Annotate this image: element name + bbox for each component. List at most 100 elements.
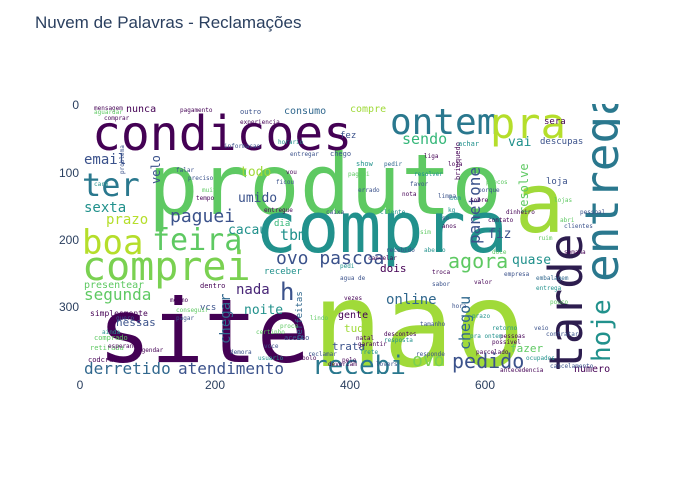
cloud-word: trata bbox=[332, 340, 365, 353]
cloud-word: tarde bbox=[539, 234, 593, 372]
cloud-word: usuario bbox=[258, 355, 284, 362]
cloud-word: retirada bbox=[90, 344, 124, 352]
cloud-word: pra ontem bbox=[470, 333, 503, 340]
cloud-word: simplesmente bbox=[90, 309, 148, 318]
cloud-word: tbm bbox=[280, 226, 307, 244]
cloud-word: antecedencia bbox=[500, 367, 544, 374]
cloud-word: feira bbox=[152, 223, 242, 258]
cloud-word: boa bbox=[82, 223, 143, 263]
cloud-word: compra bbox=[255, 187, 508, 269]
cloud-word: todo bbox=[240, 165, 271, 180]
cloud-word: pedido bbox=[452, 349, 524, 373]
cloud-word: sera bbox=[544, 117, 566, 127]
cloud-word: dinheiro bbox=[506, 209, 535, 216]
cloud-word: demora bbox=[230, 349, 252, 356]
cloud-word: preciso bbox=[188, 175, 214, 182]
cloud-word: noite bbox=[244, 303, 283, 318]
cloud-word: fiz bbox=[488, 227, 511, 242]
cloud-word: precos bbox=[486, 179, 508, 186]
x-tick-label: 600 bbox=[474, 378, 496, 392]
x-tick-label: 0 bbox=[76, 378, 84, 392]
y-tick-label: 100 bbox=[58, 166, 79, 180]
cloud-word: embalagem bbox=[536, 275, 569, 282]
cloud-word: recebi bbox=[312, 351, 406, 374]
cloud-word: outro bbox=[240, 108, 261, 116]
cloud-word: responde bbox=[416, 351, 445, 358]
cloud-word: aceito bbox=[284, 334, 309, 342]
cloud-word: dentro bbox=[200, 282, 225, 290]
cloud-word: semana bbox=[564, 249, 586, 256]
cloud-word: clientes bbox=[564, 223, 593, 230]
cloud-word: pagar bbox=[176, 315, 194, 322]
cloud-word: paguei bbox=[348, 171, 370, 178]
y-tick-label: 200 bbox=[58, 233, 79, 247]
cloud-word: entregue bbox=[264, 207, 293, 214]
cloud-word: frete bbox=[360, 349, 378, 356]
cloud-word: derretido bbox=[84, 359, 171, 374]
cloud-word: receber bbox=[264, 267, 303, 277]
cloud-word: nunca bbox=[126, 104, 156, 115]
cloud-word: pessoas bbox=[500, 333, 526, 340]
cloud-word: descupas bbox=[540, 137, 583, 147]
cloud-word: bom bbox=[450, 195, 461, 202]
x-tick-label: 200 bbox=[204, 378, 226, 392]
cloud-word: retorno bbox=[492, 325, 518, 332]
cloud-word: cancelar bbox=[368, 255, 397, 262]
cloud-word: vcs bbox=[200, 303, 216, 313]
cloud-word: vezes bbox=[344, 295, 362, 302]
cloud-word: resposta bbox=[384, 337, 413, 344]
cloud-word: chegar bbox=[218, 293, 234, 344]
cloud-word: natal bbox=[356, 335, 374, 342]
cloud-word: nada bbox=[236, 282, 270, 298]
x-tick-label: 400 bbox=[339, 378, 361, 392]
cloud-word: ocupados bbox=[526, 355, 555, 362]
cloud-word: h bbox=[280, 278, 294, 306]
cloud-word: agendar bbox=[138, 347, 164, 354]
cloud-word: ter bbox=[82, 166, 140, 204]
cloud-word: pra bbox=[490, 104, 566, 148]
cloud-word: quase bbox=[512, 253, 551, 268]
cloud-word: pedi bbox=[340, 263, 355, 270]
cloud-word: dois bbox=[380, 262, 407, 275]
cloud-word: loja bbox=[448, 161, 463, 168]
cloud-word: ovo pascoa bbox=[276, 248, 384, 269]
cloud-word: gente bbox=[338, 310, 368, 321]
cloud-word: valor bbox=[474, 279, 492, 286]
cloud-word: prazo bbox=[106, 212, 148, 228]
cloud-word: lovers bbox=[376, 361, 398, 368]
cloud-word: pagamento bbox=[180, 107, 213, 114]
cloud-word: consumo bbox=[284, 106, 326, 117]
cloud-word: nessas bbox=[116, 316, 156, 329]
cloud-word: paguei bbox=[170, 206, 235, 227]
cloud-word: informacao bbox=[224, 143, 261, 150]
cloud-word: possivel bbox=[492, 339, 521, 346]
cloud-word: chegou bbox=[456, 296, 474, 350]
cloud-word: site bbox=[98, 280, 310, 374]
cloud-word: ainda bbox=[102, 329, 120, 336]
cloud-word: resolve bbox=[517, 163, 531, 214]
cloud-word: nota bbox=[402, 191, 417, 198]
cloud-word: anos bbox=[442, 223, 457, 230]
cloud-word: veio bbox=[534, 325, 549, 332]
cloud-word: favor bbox=[410, 181, 428, 188]
cloud-word: produto bbox=[148, 136, 502, 234]
cloud-word: mesmo bbox=[170, 297, 188, 304]
cloud-word: quero bbox=[116, 315, 134, 322]
cloud-word: entregar bbox=[290, 151, 319, 158]
cloud-word: panetone bbox=[465, 167, 484, 244]
cloud-word: umido bbox=[238, 191, 277, 206]
cloud-word: horario bbox=[278, 139, 304, 146]
cloud-word: limpa bbox=[438, 193, 456, 200]
cloud-word: nao bbox=[312, 256, 525, 374]
cloud-word: agua de bbox=[340, 275, 366, 282]
cloud-word: caro bbox=[94, 181, 109, 188]
cloud-word: porque bbox=[478, 187, 500, 194]
cloud-word: hoje bbox=[587, 299, 617, 362]
cloud-word: velo bbox=[149, 155, 163, 184]
cloud-word: comprado bbox=[94, 334, 128, 342]
cloud-word: sabor bbox=[432, 281, 450, 288]
y-tick-label: 300 bbox=[58, 300, 79, 314]
cloud-word: so bbox=[442, 215, 450, 222]
cloud-word: vai bbox=[508, 135, 531, 150]
cloud-word: lojas bbox=[554, 197, 572, 204]
